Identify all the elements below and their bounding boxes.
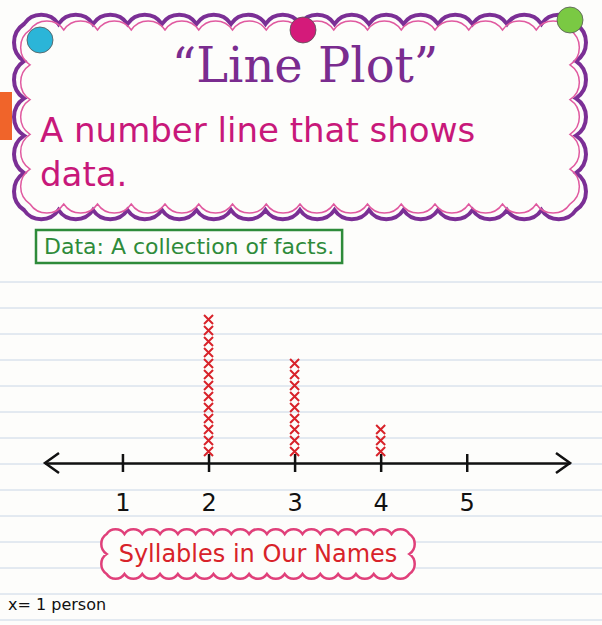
paper-line [0,386,602,387]
tick: 5 [460,454,475,517]
tick-mark [380,454,383,472]
paper-line [0,334,602,335]
x-marker [290,392,299,401]
x-marker [204,447,213,456]
definition-frame [36,230,342,263]
tick: 2 [201,454,216,517]
x-marker [204,370,213,379]
unit-note: x= 1 person [8,595,106,614]
x-marker [290,403,299,412]
x-marker [204,403,213,412]
paper-line [0,464,602,465]
title-cloud [14,15,586,220]
pin [27,27,53,53]
pin [557,7,583,33]
x-marker [376,436,385,445]
x-marker [376,425,385,434]
tick-mark [294,454,297,472]
paper-line [0,308,602,309]
x-marker [204,425,213,434]
paper-line [0,438,602,439]
x-marker [290,414,299,423]
x-marker [376,447,385,456]
tick-label: 3 [287,489,302,517]
x-marker [204,414,213,423]
tick-mark [122,454,125,472]
tick-mark [208,454,211,472]
x-marker [204,337,213,346]
x-label-group: Syllables in Our Names [101,529,414,579]
x-label-cloud [101,529,414,579]
title-cloud-inner [21,21,580,213]
tick-label: 4 [374,489,389,517]
tick: 3 [287,454,302,517]
x-marker [204,381,213,390]
tick: 1 [115,454,130,517]
paper-line [0,620,602,621]
chart-svg: “Line Plot” A number line that showsdata.… [0,0,602,625]
definition-box: Data: A collection of facts. [36,230,342,263]
title: “Line Plot” [172,37,439,93]
tick: 4 [374,454,389,517]
tick-mark [466,454,469,472]
marks [204,315,385,456]
tick-label: 2 [201,489,216,517]
paper-line [0,412,602,413]
x-marker [204,326,213,335]
paper-line [0,282,602,283]
tick-label: 1 [115,489,130,517]
x-column [376,425,385,456]
arrow-left [45,453,59,473]
x-marker [290,436,299,445]
x-column [204,315,213,456]
definition-text: Data: A collection of facts. [44,234,334,259]
paper-line [0,360,602,361]
x-column [290,359,299,456]
orange-strip [0,92,12,140]
x-marker [290,359,299,368]
x-marker [290,447,299,456]
x-marker [204,359,213,368]
paper-lines [0,282,602,620]
x-marker [290,381,299,390]
subtitle: A number line that showsdata. [40,110,475,194]
x-marker [204,315,213,324]
x-axis: 1 2 3 4 5 [46,454,571,517]
x-marker [290,425,299,434]
x-marker [204,436,213,445]
axis-line [46,462,571,465]
paper [0,0,602,625]
x-marker [204,348,213,357]
tick-label: 5 [460,489,475,517]
x-marker [204,392,213,401]
x-marker [290,370,299,379]
arrow-right [556,453,570,473]
x-axis-title: Syllables in Our Names [119,540,398,568]
